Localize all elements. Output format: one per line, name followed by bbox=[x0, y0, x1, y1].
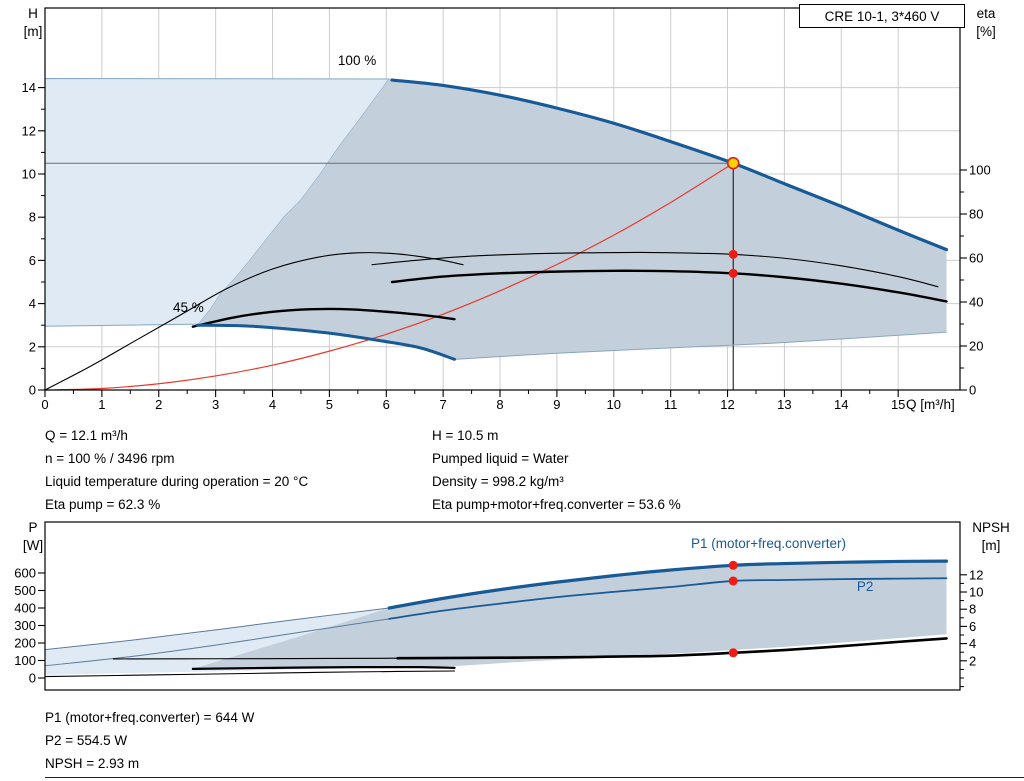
svg-text:14: 14 bbox=[834, 397, 848, 412]
eta-total-text: Eta pump+motor+freq.converter = 53.6 % bbox=[432, 497, 681, 512]
svg-text:H: H bbox=[28, 6, 38, 21]
svg-text:12: 12 bbox=[22, 123, 36, 138]
operating-data-left: Q = 12.1 m³/h n = 100 % / 3496 rpm Liqui… bbox=[45, 424, 308, 516]
svg-text:7: 7 bbox=[440, 397, 447, 412]
pump-title: CRE 10-1, 3*460 V bbox=[824, 8, 940, 24]
p2-value-text: P2 = 554.5 W bbox=[45, 733, 128, 748]
head-value-text: H = 10.5 m bbox=[432, 428, 499, 443]
svg-text:10: 10 bbox=[969, 585, 983, 600]
svg-text:40: 40 bbox=[969, 295, 983, 310]
svg-text:4: 4 bbox=[269, 397, 276, 412]
svg-text:NPSH: NPSH bbox=[972, 520, 1010, 535]
svg-text:500: 500 bbox=[14, 583, 36, 598]
svg-text:[%]: [%] bbox=[976, 24, 996, 39]
p1-value-text: P1 (motor+freq.converter) = 644 W bbox=[45, 710, 255, 725]
svg-text:[W]: [W] bbox=[23, 538, 43, 553]
svg-text:12: 12 bbox=[969, 567, 983, 582]
svg-text:11: 11 bbox=[664, 397, 678, 412]
svg-text:10: 10 bbox=[22, 166, 36, 181]
svg-text:200: 200 bbox=[14, 635, 36, 650]
operating-data-right: H = 10.5 m Pumped liquid = Water Density… bbox=[432, 424, 681, 516]
svg-text:20: 20 bbox=[969, 339, 983, 354]
flow-value-text: Q = 12.1 m³/h bbox=[45, 428, 128, 443]
svg-text:300: 300 bbox=[14, 618, 36, 633]
svg-text:100: 100 bbox=[969, 163, 991, 178]
svg-text:100: 100 bbox=[14, 653, 36, 668]
svg-text:P1 (motor+freq.converter): P1 (motor+freq.converter) bbox=[691, 536, 846, 551]
svg-text:4: 4 bbox=[969, 636, 976, 651]
svg-text:0: 0 bbox=[41, 397, 48, 412]
svg-text:Q [m³/h]: Q [m³/h] bbox=[906, 397, 955, 412]
svg-text:5: 5 bbox=[326, 397, 333, 412]
svg-text:45 %: 45 % bbox=[173, 300, 204, 315]
svg-text:13: 13 bbox=[777, 397, 791, 412]
power-data: P1 (motor+freq.converter) = 644 W P2 = 5… bbox=[45, 706, 254, 775]
svg-text:2: 2 bbox=[969, 653, 976, 668]
svg-text:600: 600 bbox=[14, 565, 36, 580]
svg-text:8: 8 bbox=[969, 602, 976, 617]
density-text: Density = 998.2 kg/m³ bbox=[432, 474, 564, 489]
svg-text:6: 6 bbox=[383, 397, 390, 412]
liquid-temperature-text: Liquid temperature during operation = 20… bbox=[45, 474, 309, 489]
svg-text:8: 8 bbox=[496, 397, 503, 412]
svg-text:2: 2 bbox=[155, 397, 162, 412]
svg-text:6: 6 bbox=[29, 253, 36, 268]
svg-text:9: 9 bbox=[553, 397, 560, 412]
speed-value-text: n = 100 % / 3496 rpm bbox=[45, 451, 175, 466]
svg-text:0: 0 bbox=[969, 383, 976, 398]
svg-text:4: 4 bbox=[29, 296, 36, 311]
svg-text:14: 14 bbox=[22, 80, 36, 95]
svg-text:1: 1 bbox=[98, 397, 105, 412]
svg-text:10: 10 bbox=[607, 397, 621, 412]
svg-text:60: 60 bbox=[969, 251, 983, 266]
svg-text:8: 8 bbox=[29, 210, 36, 225]
svg-text:400: 400 bbox=[14, 600, 36, 615]
npsh-value-text: NPSH = 2.93 m bbox=[45, 756, 140, 771]
svg-text:[m]: [m] bbox=[982, 538, 1001, 553]
svg-text:6: 6 bbox=[969, 619, 976, 634]
svg-text:P2: P2 bbox=[857, 579, 874, 594]
svg-text:15: 15 bbox=[891, 397, 905, 412]
bottom-divider bbox=[45, 777, 1024, 778]
svg-text:12: 12 bbox=[720, 397, 734, 412]
eta-pump-text: Eta pump = 62.3 % bbox=[45, 497, 161, 512]
svg-text:3: 3 bbox=[212, 397, 219, 412]
pump-title-box: CRE 10-1, 3*460 V bbox=[799, 4, 965, 28]
svg-text:2: 2 bbox=[29, 339, 36, 354]
svg-text:[m]: [m] bbox=[24, 24, 43, 39]
svg-text:eta: eta bbox=[977, 6, 996, 21]
svg-text:0: 0 bbox=[29, 383, 36, 398]
svg-text:100 %: 100 % bbox=[338, 53, 376, 68]
pumped-liquid-text: Pumped liquid = Water bbox=[432, 451, 569, 466]
svg-text:80: 80 bbox=[969, 207, 983, 222]
svg-text:0: 0 bbox=[29, 670, 36, 685]
svg-text:P: P bbox=[28, 520, 37, 535]
